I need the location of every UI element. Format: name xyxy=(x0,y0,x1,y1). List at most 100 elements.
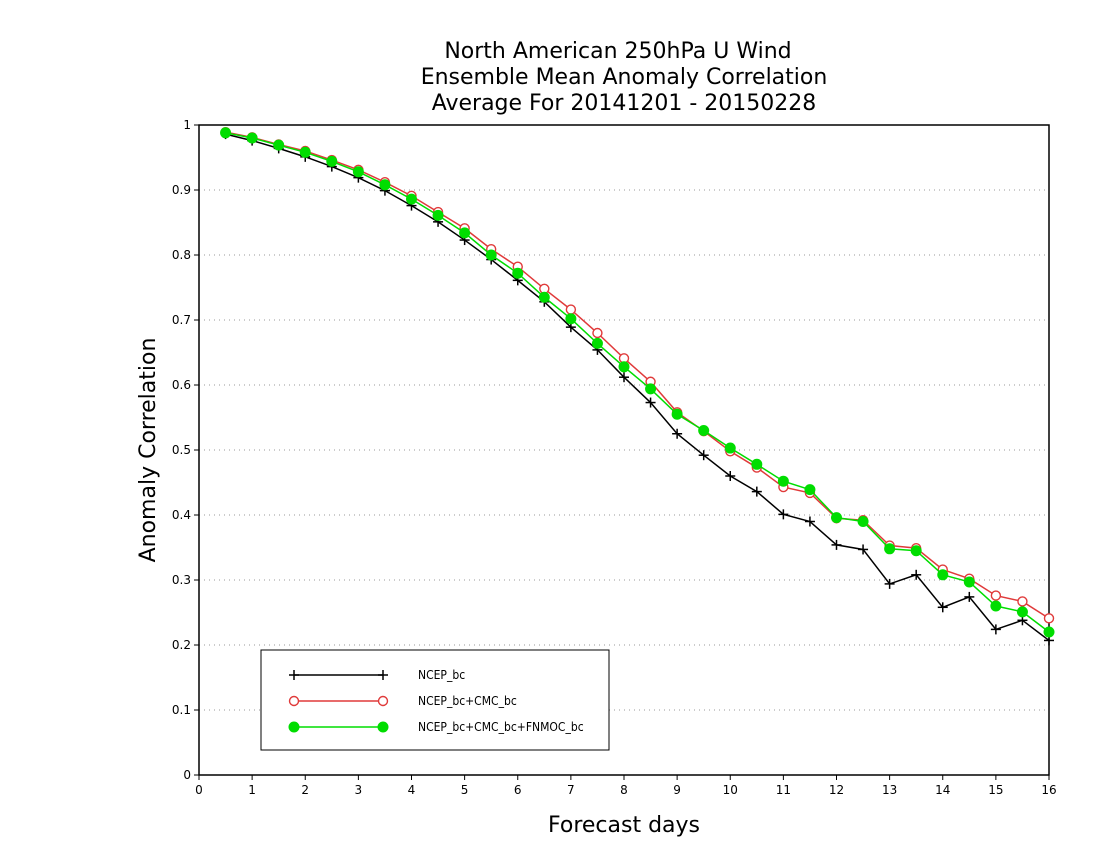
y-tick-label: 0.9 xyxy=(172,183,191,197)
data-point-plus xyxy=(937,602,948,613)
x-tick-label: 7 xyxy=(567,783,575,797)
series-line xyxy=(225,131,1050,619)
data-point-open-circle xyxy=(592,327,603,339)
legend-label: NCEP_bc xyxy=(418,668,465,682)
data-point-filled-circle xyxy=(724,442,736,454)
legend-label: NCEP_bc+CMC_bc+FNMOC_bc xyxy=(418,720,584,734)
x-axis-label: Forecast days xyxy=(548,813,700,838)
data-point-plus xyxy=(645,397,656,408)
series-group xyxy=(220,126,1055,646)
x-tick-label: 5 xyxy=(461,783,469,797)
data-point-filled-circle xyxy=(432,209,444,221)
data-point-filled-circle xyxy=(645,383,657,395)
y-axis-label: Anomaly Correlation xyxy=(136,338,161,563)
legend-box xyxy=(260,649,610,751)
x-tick-label: 3 xyxy=(355,783,363,797)
data-point-filled-circle xyxy=(990,600,1002,612)
series-1 xyxy=(220,126,1055,624)
data-point-filled-circle xyxy=(406,193,417,205)
data-point-filled-circle xyxy=(591,337,603,349)
data-point-plus xyxy=(990,624,1001,635)
data-point-filled-circle xyxy=(618,361,630,373)
data-point-plus xyxy=(378,670,388,680)
y-tick-label: 0.1 xyxy=(172,703,191,717)
grid-lines xyxy=(199,189,1049,711)
data-point-filled-circle xyxy=(565,313,577,325)
data-point-filled-circle xyxy=(831,512,842,524)
data-point-plus xyxy=(804,516,815,527)
y-tick-label: 0.6 xyxy=(172,378,191,392)
chart-title-line-2: Ensemble Mean Anomaly Correlation xyxy=(421,65,828,90)
series-0 xyxy=(220,129,1054,646)
data-point-filled-circle xyxy=(963,576,975,588)
chart-title-line-1: North American 250hPa U Wind xyxy=(444,39,791,64)
data-point-plus xyxy=(964,591,975,602)
x-axis-ticks: 0 1 2 3 4 5 6 7 8 9 10 11 12 13 14 15 16 xyxy=(195,775,1057,797)
data-point-filled-circle xyxy=(377,721,389,733)
data-point-filled-circle xyxy=(884,543,896,555)
data-point-plus xyxy=(672,428,683,439)
x-tick-label: 2 xyxy=(301,783,309,797)
data-point-filled-circle xyxy=(379,179,391,191)
data-point-plus xyxy=(725,471,736,481)
y-tick-label: 0 xyxy=(183,768,191,782)
data-point-plus xyxy=(698,450,709,461)
legend-item: NCEP_bc xyxy=(289,668,465,682)
x-tick-label: 13 xyxy=(882,783,897,797)
x-tick-label: 6 xyxy=(514,783,522,797)
y-tick-label: 0.4 xyxy=(172,508,191,522)
data-point-filled-circle xyxy=(538,291,550,303)
x-tick-label: 11 xyxy=(776,783,791,797)
data-point-plus xyxy=(289,670,299,680)
data-point-filled-circle xyxy=(246,132,258,144)
y-tick-label: 0.2 xyxy=(172,638,191,652)
data-point-filled-circle xyxy=(299,146,311,158)
x-tick-label: 16 xyxy=(1041,783,1056,797)
data-point-plus xyxy=(619,372,629,383)
x-tick-label: 14 xyxy=(935,783,950,797)
legend-label: NCEP_bc+CMC_bc xyxy=(418,694,517,708)
y-tick-label: 0.5 xyxy=(172,443,191,457)
data-point-filled-circle xyxy=(804,484,816,496)
y-tick-label: 1 xyxy=(183,118,191,132)
data-point-plus xyxy=(858,544,869,555)
data-point-filled-circle xyxy=(857,516,869,527)
series-2 xyxy=(220,127,1055,638)
y-tick-label: 0.7 xyxy=(172,313,191,327)
data-point-open-circle xyxy=(990,590,1002,601)
x-tick-label: 8 xyxy=(620,783,628,797)
data-point-filled-circle xyxy=(671,408,683,420)
x-tick-label: 9 xyxy=(673,783,681,797)
data-point-filled-circle xyxy=(777,475,789,487)
data-point-filled-circle xyxy=(326,155,338,167)
data-point-plus xyxy=(911,569,922,580)
data-point-plus xyxy=(778,509,789,520)
data-point-filled-circle xyxy=(751,458,763,470)
data-point-filled-circle xyxy=(220,127,232,139)
legend-item: NCEP_bc+CMC_bc xyxy=(288,694,517,708)
data-point-filled-circle xyxy=(485,249,497,261)
x-tick-label: 1 xyxy=(248,783,256,797)
x-tick-label: 12 xyxy=(829,783,844,797)
x-tick-label: 10 xyxy=(723,783,738,797)
y-tick-label: 0.3 xyxy=(172,573,191,587)
data-point-filled-circle xyxy=(698,425,710,436)
chart-title-line-3: Average For 20141201 - 20150228 xyxy=(432,91,817,116)
y-axis-ticks: 0 0.1 0.2 0.3 0.4 0.5 0.6 0.7 0.8 0.9 1 xyxy=(172,118,199,782)
x-tick-label: 4 xyxy=(408,783,416,797)
data-point-filled-circle xyxy=(910,545,922,557)
data-point-open-circle xyxy=(1043,613,1055,624)
legend: NCEP_bc NCEP_bc+CMC_bc NCEP_bc+CMC_bc+FNMO… xyxy=(260,649,610,751)
data-point-filled-circle xyxy=(512,267,524,279)
y-tick-label: 0.8 xyxy=(172,248,191,262)
legend-item: NCEP_bc+CMC_bc+FNMOC_bc xyxy=(288,720,584,734)
data-point-filled-circle xyxy=(1016,606,1028,618)
data-point-filled-circle xyxy=(459,227,471,239)
data-point-open-circle xyxy=(377,695,389,707)
data-point-filled-circle xyxy=(352,166,364,178)
data-point-plus xyxy=(884,578,895,589)
data-point-open-circle xyxy=(565,304,577,315)
data-point-open-circle xyxy=(1017,596,1028,607)
series-line xyxy=(225,133,1050,642)
